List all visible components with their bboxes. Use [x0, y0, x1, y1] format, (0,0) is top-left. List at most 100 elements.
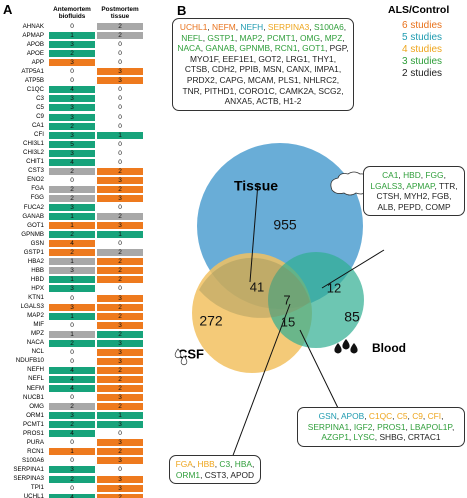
gene: C5 [397, 411, 410, 421]
heatmap-cell: 2 [96, 402, 144, 412]
gene: TTR [439, 181, 458, 191]
heatmap-cell: 0 [48, 438, 96, 448]
heatmap-cell: 3 [96, 347, 144, 357]
gene: HBD [403, 170, 423, 180]
gene: PRDX2 [187, 75, 217, 85]
row-label: ATP5B [24, 76, 44, 84]
gene: CAPG [219, 75, 245, 85]
row-label: CA1 [31, 122, 44, 130]
heatmap-cell: 2 [96, 492, 144, 498]
heatmap-cell: 0 [96, 40, 144, 50]
blood-circle [268, 252, 364, 348]
heatmap-cell: 2 [96, 275, 144, 285]
row-label: HBD [30, 275, 44, 283]
row-label: NEFH [27, 366, 44, 374]
heatmap-cell: 0 [96, 94, 144, 104]
heatmap-cell: 2 [48, 184, 96, 194]
heatmap-cell: 4 [48, 239, 96, 249]
overlap [199, 257, 310, 318]
heatmap-cell: 0 [48, 483, 96, 493]
heatmap-cell: 0 [96, 148, 144, 158]
heatmap-cell: 3 [96, 420, 144, 430]
connector [321, 249, 385, 289]
row-label: HPX [31, 284, 44, 292]
gene: THY1 [312, 54, 336, 64]
row-label: HBA2 [27, 257, 44, 265]
heatmap-cell: 2 [48, 474, 96, 484]
heatmap-cell: 0 [96, 465, 144, 475]
gene: HBA [235, 459, 255, 469]
row-label: NEFL [28, 375, 44, 383]
heatmap-cell: 3 [96, 338, 144, 348]
heatmap-cell: 2 [96, 166, 144, 176]
heatmap-cell: 2 [96, 212, 144, 222]
heatmap-cell: 1 [96, 130, 144, 140]
heatmap-cell: 1 [48, 257, 96, 267]
row-label: RCN1 [27, 447, 44, 455]
heatmap-cell: 3 [96, 356, 144, 366]
row-label: ENO2 [27, 176, 44, 184]
gene: MSN [263, 64, 284, 74]
heatmap-cell: 0 [48, 22, 96, 32]
legend-title: ALS/Control [388, 4, 450, 16]
gene: C3 [219, 459, 232, 469]
heatmap-cell: 2 [96, 22, 144, 32]
heatmap-cell: 2 [96, 329, 144, 339]
column-header: Antemortem biofluids [53, 6, 91, 20]
gene: CAMK2A [279, 86, 316, 96]
gene: PGP [330, 43, 349, 53]
heatmap-cell: 0 [96, 49, 144, 59]
gene: ACTB [256, 96, 281, 106]
gene: CA1 [382, 170, 401, 180]
row-label: LGALS3 [20, 303, 44, 311]
gene: CORO1C [239, 86, 277, 96]
heatmap-cell: 3 [48, 148, 96, 158]
heatmap-cell: 3 [48, 266, 96, 276]
row-label: C3 [36, 94, 44, 102]
heatmap-cell: 0 [96, 429, 144, 439]
gene: OMG [300, 33, 322, 43]
heatmap-cell: 0 [48, 347, 96, 357]
gene-box: UCHL1 NEFM NEFH SERPINA3 S100A6 NEFL GST… [172, 18, 354, 111]
row-label: SERPINA3 [13, 475, 44, 482]
gene: HBB [198, 459, 218, 469]
heatmap-cell: 3 [48, 302, 96, 312]
column-header: Postmortem tissue [101, 6, 139, 20]
gene: AZGP1 [321, 432, 351, 442]
gene: NACA [177, 43, 203, 53]
heatmap-cell: 3 [48, 103, 96, 113]
row-label: APOB [26, 40, 44, 48]
heatmap-cell: 0 [48, 356, 96, 366]
gene: MAP2 [240, 33, 265, 43]
row-label: ATP5A1 [21, 67, 44, 75]
heatmap-cell: 3 [96, 76, 144, 86]
heatmap-cell: 1 [48, 212, 96, 222]
panel-label: B [177, 3, 187, 18]
heatmap-cell: 4 [48, 429, 96, 439]
gene: ORM1 [176, 470, 203, 480]
heatmap-cell: 3 [96, 438, 144, 448]
row-label: SERPINA1 [13, 465, 44, 473]
heatmap-cell: 0 [96, 85, 144, 95]
row-label: CHI3L1 [23, 140, 44, 148]
gene: EEF1E1 [223, 54, 257, 64]
heatmap-cell: 0 [48, 175, 96, 185]
heatmap-cell: 2 [48, 248, 96, 258]
gene: GPNMB [239, 43, 272, 53]
connector [299, 329, 339, 409]
heatmap-cell: 3 [48, 411, 96, 421]
gene: PITHD1 [204, 86, 236, 96]
heatmap-cell: 1 [48, 221, 96, 231]
legend-item: 5 studies [402, 32, 443, 43]
heatmap-cell: 3 [96, 483, 144, 493]
row-label: APOE [26, 49, 44, 57]
heatmap-cell: 0 [96, 103, 144, 113]
heatmap-cell: 2 [96, 257, 144, 267]
heatmap-cell: 2 [96, 384, 144, 394]
row-label: AHNAK [22, 22, 44, 30]
connector [231, 303, 291, 459]
heatmap-cell: 2 [48, 121, 96, 131]
heatmap-cell: 0 [48, 320, 96, 330]
gene: APOB [341, 411, 367, 421]
heatmap-cell: 2 [48, 338, 96, 348]
